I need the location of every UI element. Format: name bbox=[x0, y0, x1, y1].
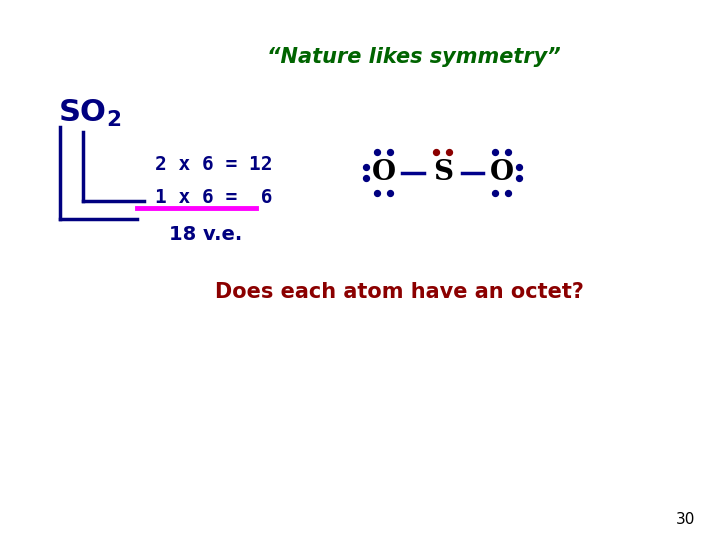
Point bbox=[361, 174, 372, 183]
Point bbox=[384, 189, 396, 198]
Text: 30: 30 bbox=[675, 511, 695, 526]
Text: Does each atom have an octet?: Does each atom have an octet? bbox=[215, 281, 584, 302]
Point bbox=[372, 148, 383, 157]
Point bbox=[503, 189, 514, 198]
Text: S: S bbox=[433, 159, 453, 186]
Point bbox=[513, 174, 525, 183]
Point bbox=[513, 163, 525, 172]
Point bbox=[372, 189, 383, 198]
Text: O: O bbox=[490, 159, 514, 186]
Point bbox=[431, 148, 442, 157]
Point bbox=[490, 148, 501, 157]
Point bbox=[444, 148, 455, 157]
Point bbox=[384, 148, 396, 157]
Text: O: O bbox=[372, 159, 396, 186]
Point bbox=[503, 148, 514, 157]
Point bbox=[490, 189, 501, 198]
Point bbox=[361, 163, 372, 172]
Text: $\mathbf{SO_2}$: $\mathbf{SO_2}$ bbox=[58, 98, 121, 129]
Text: 2 x 6 = 12: 2 x 6 = 12 bbox=[155, 155, 272, 174]
Text: “Nature likes symmetry”: “Nature likes symmetry” bbox=[267, 46, 561, 67]
Text: 1 x 6 =  6: 1 x 6 = 6 bbox=[155, 187, 272, 207]
Text: 18 v.e.: 18 v.e. bbox=[168, 225, 242, 245]
